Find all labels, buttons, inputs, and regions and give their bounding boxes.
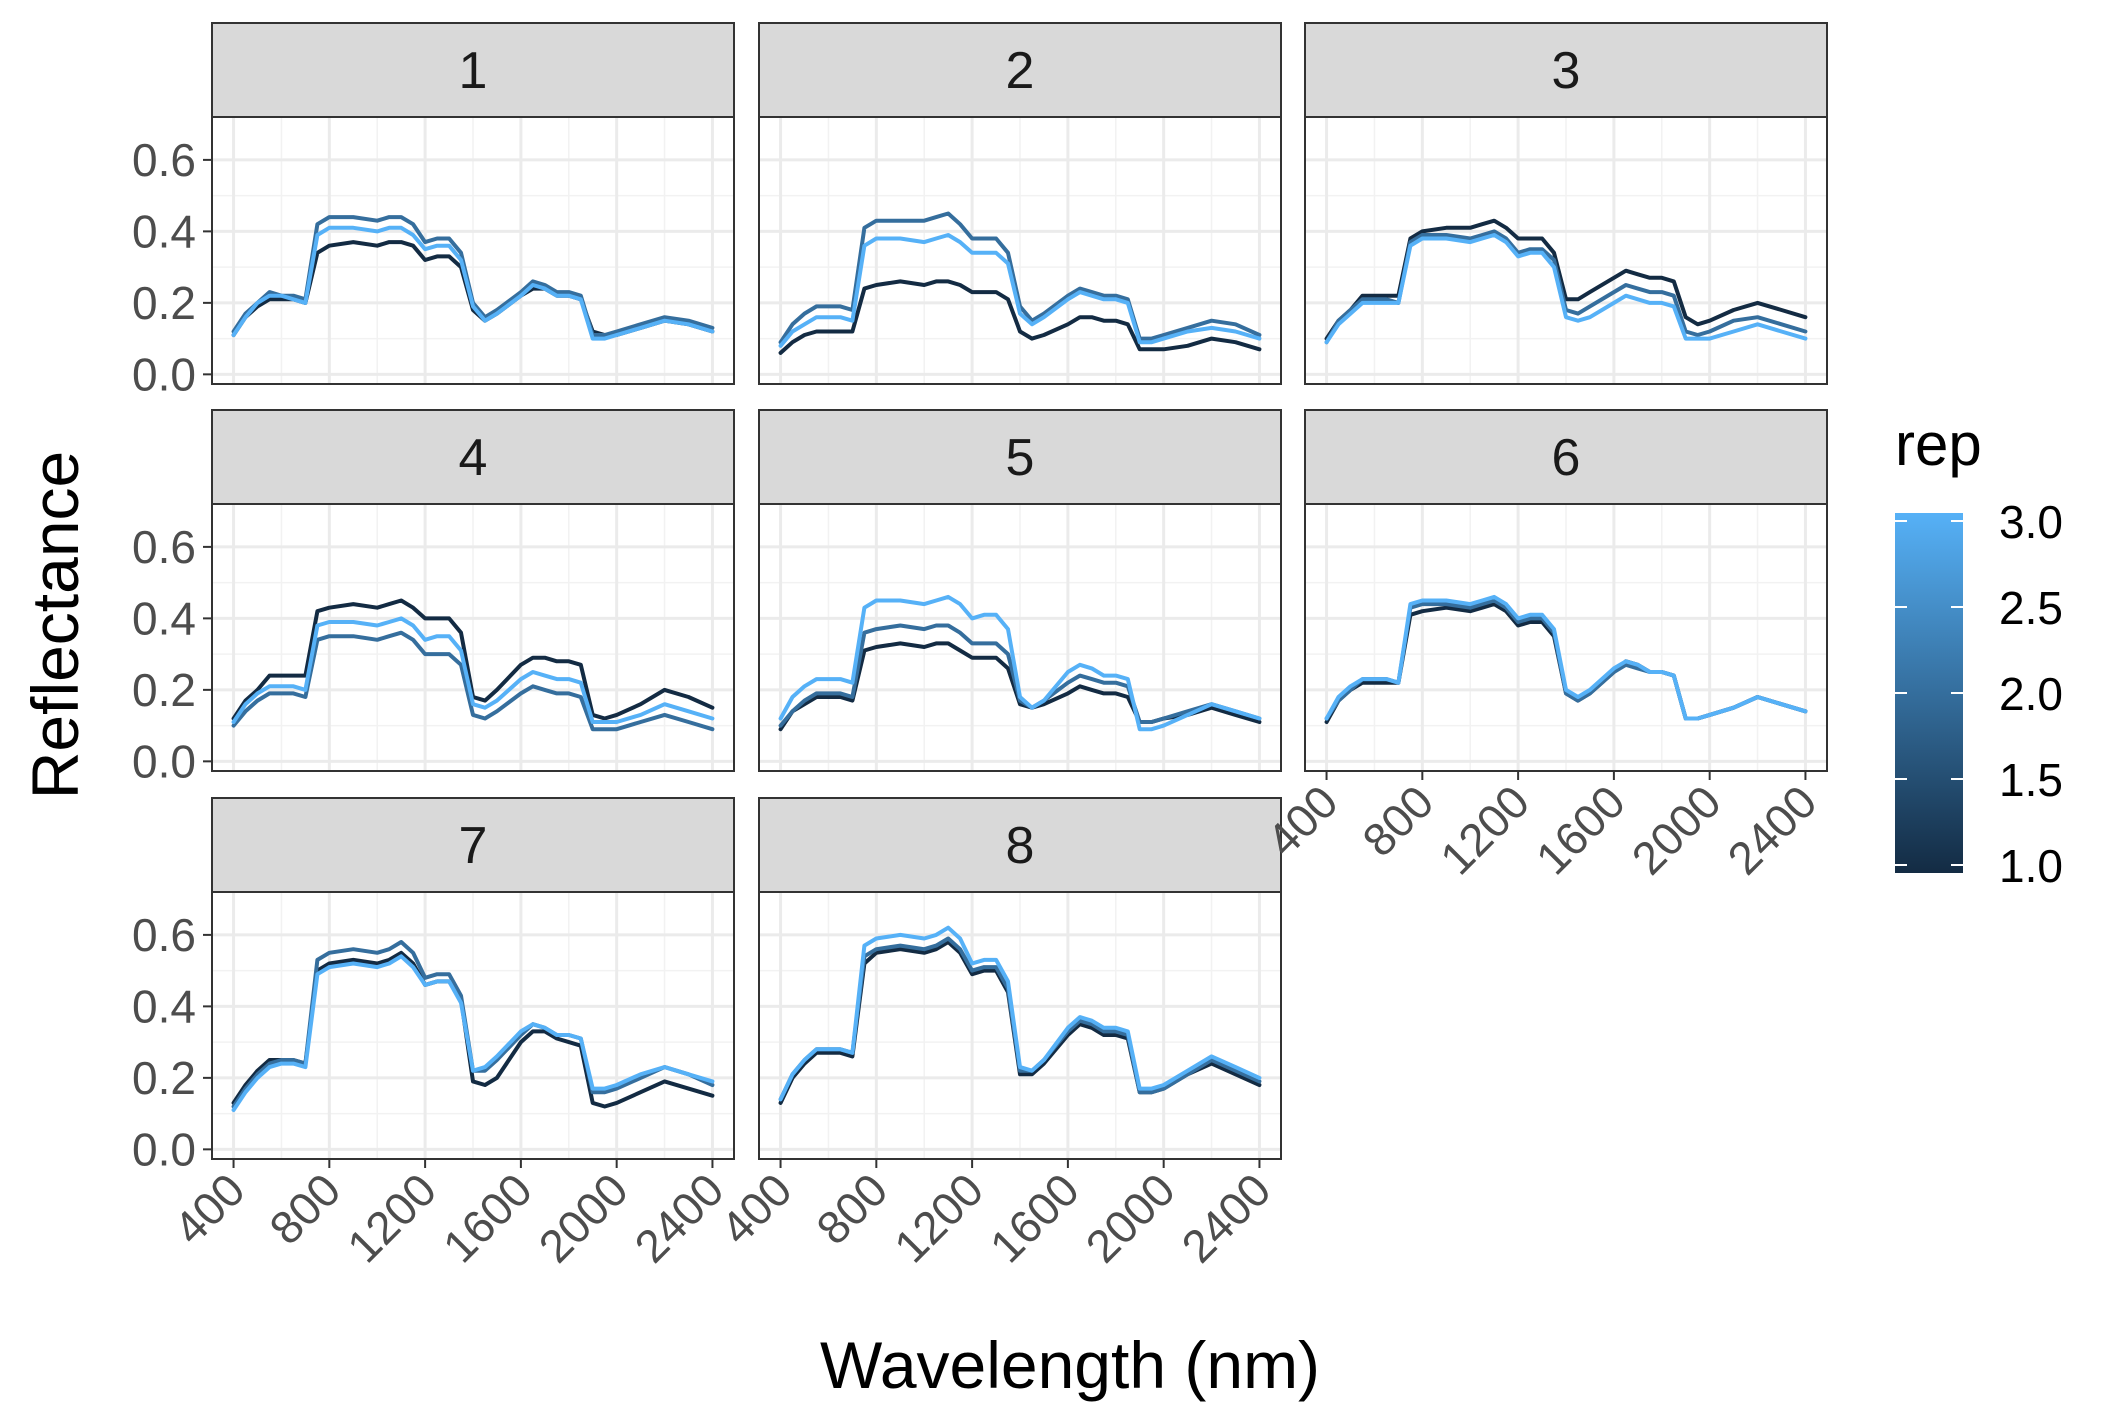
series-line-rep-3 (231, 954, 715, 1112)
facet-strip (211, 797, 735, 893)
y-tick-label: 0.0 (132, 1123, 196, 1175)
x-tick-label: 2400 (1171, 1163, 1280, 1272)
facet-8: 8 (758, 797, 1282, 1168)
y-tick-label: 0.0 (132, 735, 196, 787)
x-tick-label: 2000 (1622, 775, 1731, 884)
legend-label: 2.0 (1999, 668, 2063, 720)
y-tick-label: 0.2 (132, 664, 196, 716)
facet-strip-label: 7 (459, 817, 488, 875)
x-tick-label: 1600 (433, 1163, 542, 1272)
x-tick-label: 800 (1352, 775, 1443, 866)
series-line-rep-2 (231, 940, 715, 1109)
facet-5: 5 (758, 409, 1282, 772)
facet-strip (211, 22, 735, 118)
panel-border (1304, 503, 1828, 772)
x-tick-label: 400 (711, 1163, 802, 1254)
x-tick-label: 2000 (1076, 1163, 1185, 1272)
x-tick-label: 1600 (1526, 775, 1635, 884)
facet-2: 2 (758, 22, 1282, 385)
panel-border (211, 503, 735, 772)
facet-strip-label: 4 (459, 429, 488, 487)
legend-title: rep (1895, 411, 1982, 478)
y-tick-label: 0.6 (132, 521, 196, 573)
panel-border (1304, 116, 1828, 385)
facet-strip (211, 409, 735, 505)
series-line-rep-2 (778, 623, 1262, 728)
y-tick-label: 0.4 (132, 205, 196, 257)
legend-ticks: 3.0 2.5 2.0 1.5 1.0 (1895, 496, 2063, 892)
series-line-rep-1 (778, 279, 1262, 355)
panel-border (211, 116, 735, 385)
y-tick-label: 0.6 (132, 909, 196, 961)
x-tick-label: 800 (806, 1163, 897, 1254)
x-tick-label: 2400 (1717, 775, 1826, 884)
panel-border (211, 891, 735, 1160)
facet-strip (1304, 22, 1828, 118)
x-tick-label: 1600 (980, 1163, 1089, 1272)
legend-label: 3.0 (1999, 496, 2063, 548)
series-line-rep-3 (1324, 233, 1808, 345)
y-tick-label: 0.2 (132, 1052, 196, 1104)
x-tick-label: 1200 (884, 1163, 993, 1272)
panel-border (758, 891, 1282, 1160)
legend-label: 1.5 (1999, 754, 2063, 806)
y-tick-label: 0.2 (132, 277, 196, 329)
panel-border (758, 116, 1282, 385)
series-line-rep-2 (231, 630, 715, 732)
x-tick-label: 1200 (337, 1163, 446, 1272)
facet-strip-label: 3 (1552, 42, 1581, 100)
y-tick-label: 0.4 (132, 980, 196, 1032)
legend-label: 1.0 (1999, 840, 2063, 892)
facet-strip (1304, 409, 1828, 505)
series-line-rep-1 (1324, 218, 1808, 341)
facet-1: 1 0.0 0.2 0.4 0.6 (132, 22, 735, 400)
facet-7: 7 0.0 0.2 0.4 0.6 (132, 797, 735, 1175)
series-line-rep-2 (231, 215, 715, 337)
series-line-rep-3 (778, 233, 1262, 348)
y-tick-label: 0.4 (132, 592, 196, 644)
facet-strip-label: 6 (1552, 429, 1581, 487)
x-tick-label: 800 (259, 1163, 350, 1254)
series-line-rep-2 (778, 211, 1262, 345)
facet-strip-label: 2 (1006, 42, 1035, 100)
facet-6: 6 (1304, 409, 1828, 780)
facet-4: 4 0.0 0.2 0.4 0.6 (132, 409, 735, 787)
y-tick-label: 0.0 (132, 348, 196, 400)
facet-strip (758, 797, 1282, 893)
series-line-rep-3 (231, 225, 715, 341)
x-tick-label: 2000 (529, 1163, 638, 1272)
x-tick-label: 400 (164, 1163, 255, 1254)
facet-strip-label: 5 (1006, 429, 1035, 487)
series-line-rep-1 (231, 598, 715, 721)
series-line-rep-3 (231, 616, 715, 724)
y-axis-title: Reflectance (18, 451, 92, 800)
series-line-rep-3 (778, 925, 1262, 1102)
x-axis-title: Wavelength (nm) (820, 1328, 1320, 1402)
series-line-rep-3 (1324, 594, 1808, 721)
y-tick-label: 0.6 (132, 134, 196, 186)
color-legend: rep 3.0 2.5 2.0 1.5 1.0 (1895, 411, 2063, 892)
x-tick-label: 1200 (1430, 775, 1539, 884)
facet-strip-label: 8 (1006, 817, 1035, 875)
facet-3: 3 (1304, 22, 1828, 385)
facet-strip-label: 1 (459, 42, 488, 100)
facet-strip (758, 409, 1282, 505)
panel-border (758, 503, 1282, 772)
legend-label: 2.5 (1999, 582, 2063, 634)
series-line-rep-3 (778, 594, 1262, 732)
facet-panels: 1 0.0 0.2 0.4 0.6 2 3 4 0.0 0.2 0.4 0.6 5 6 7 0.0 0.2 0.4… (132, 22, 1828, 1175)
